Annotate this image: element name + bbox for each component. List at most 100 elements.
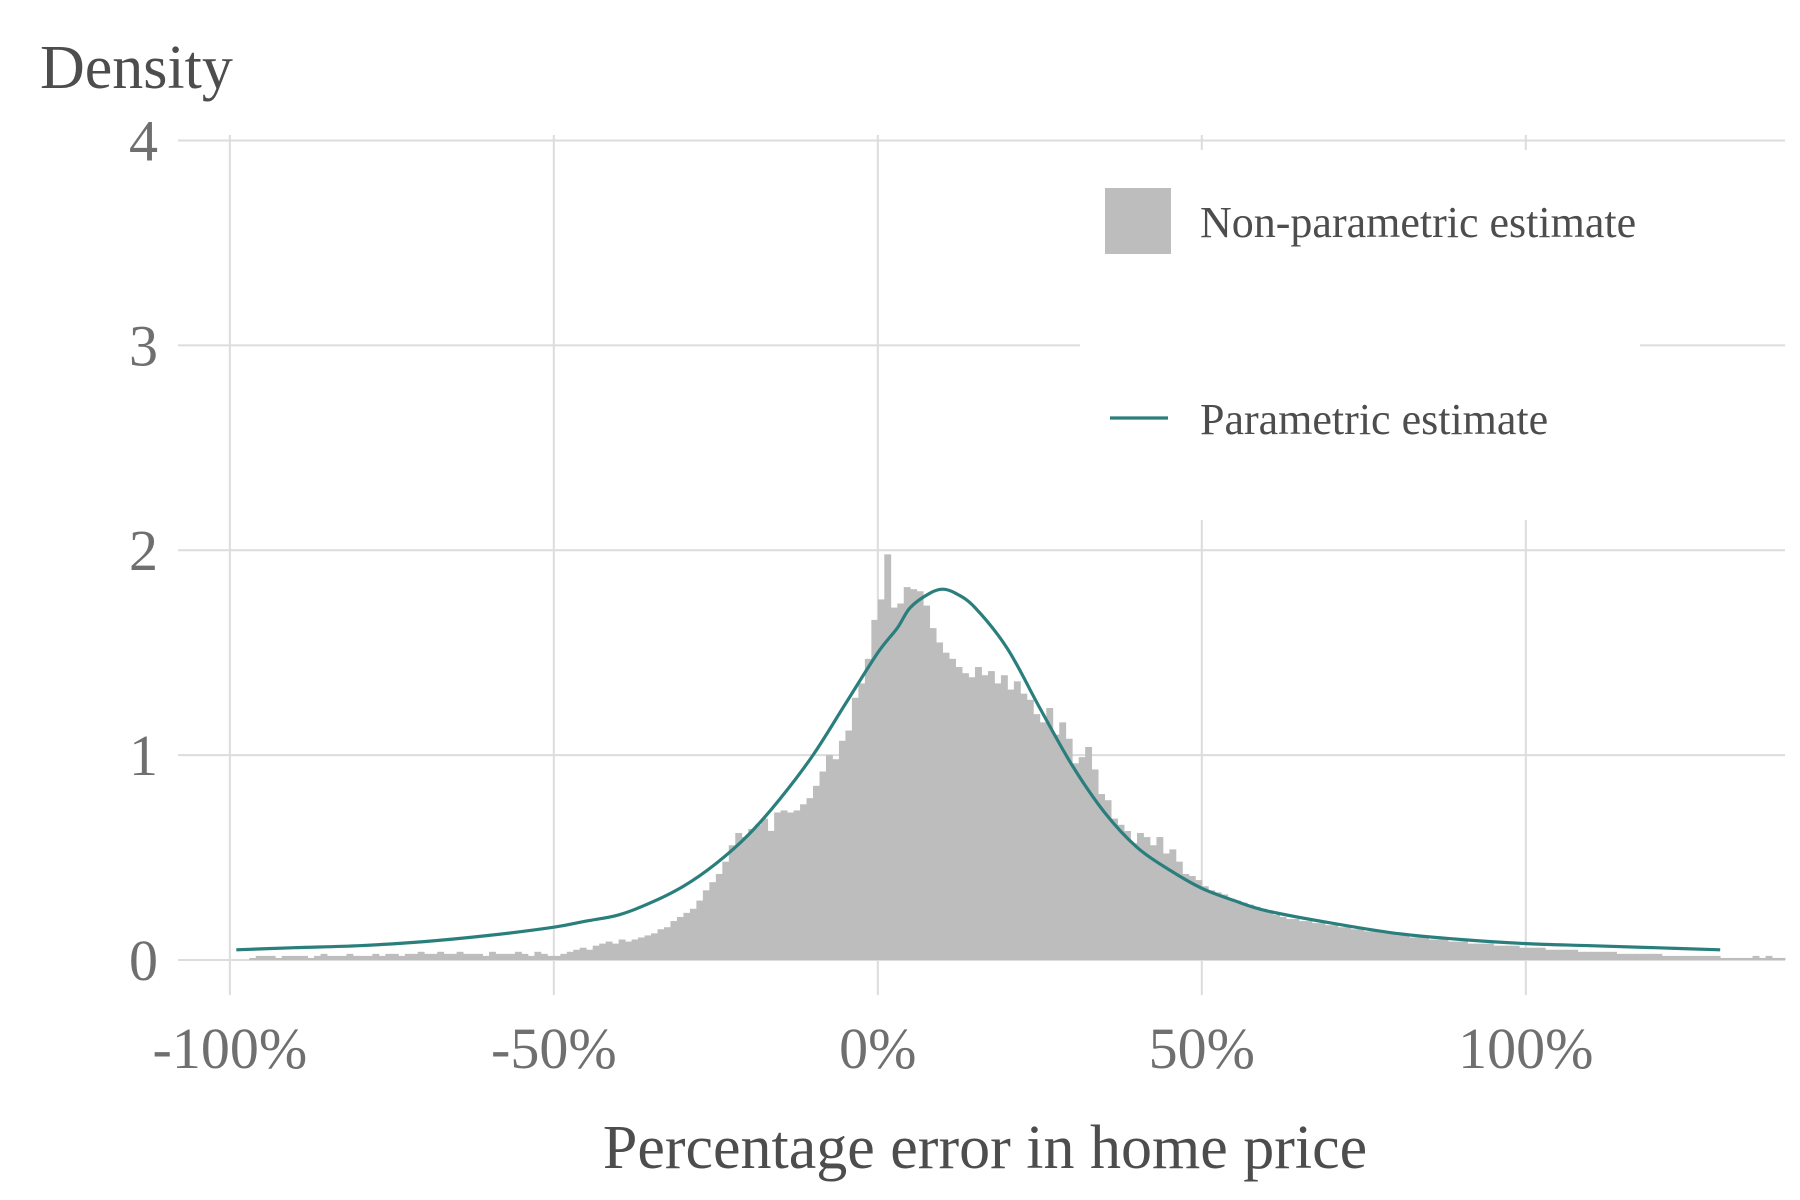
histogram-bar: [1026, 699, 1034, 960]
histogram-bar: [1091, 769, 1099, 960]
histogram-bar: [1383, 933, 1391, 960]
x-tick-label: 0%: [839, 1016, 916, 1081]
histogram-bar: [352, 955, 360, 960]
histogram-bar: [1681, 955, 1689, 960]
histogram-bar: [1279, 916, 1287, 960]
y-tick-label: 1: [129, 723, 158, 788]
histogram-bar: [1104, 800, 1112, 960]
histogram-bar: [735, 832, 743, 960]
histogram-bar: [994, 683, 1002, 960]
histogram-bar: [1746, 957, 1754, 960]
histogram-bar: [255, 955, 263, 960]
histogram-bar: [929, 628, 937, 960]
histogram-bar: [365, 955, 373, 960]
histogram-bar: [1616, 953, 1624, 960]
histogram-bar: [1448, 941, 1455, 960]
histogram-bar: [1337, 927, 1345, 960]
histogram-bar: [884, 554, 892, 960]
histogram-bar: [832, 759, 840, 960]
x-tick-label: -50%: [491, 1016, 617, 1081]
histogram-bar: [1292, 919, 1300, 960]
histogram-bar: [1098, 794, 1106, 960]
histogram-bar: [521, 953, 529, 960]
x-tick-label: 50%: [1149, 1016, 1255, 1081]
histogram-bar: [1765, 955, 1773, 960]
legend-label-nonparametric: Non-parametric estimate: [1200, 198, 1636, 247]
histogram-bar: [1033, 714, 1041, 960]
histogram-bar: [715, 873, 723, 960]
histogram-bar: [1577, 951, 1585, 960]
histogram-bar: [1065, 738, 1073, 960]
histogram-bar: [987, 671, 995, 960]
histogram-bars: [249, 554, 1786, 960]
histogram-bar: [1182, 873, 1190, 960]
histogram-bar: [1435, 939, 1442, 960]
histogram-bar: [741, 837, 749, 960]
histogram-bar: [1778, 957, 1786, 960]
histogram-bar: [702, 890, 710, 960]
histogram-bar: [1078, 757, 1086, 960]
histogram-bar: [1214, 892, 1222, 960]
histogram-bar: [1007, 689, 1015, 960]
histogram-bar: [1389, 933, 1397, 960]
histogram-bar: [1480, 943, 1488, 960]
histogram-bar: [981, 675, 989, 960]
histogram-bar: [307, 957, 315, 960]
histogram-bar: [1266, 910, 1274, 960]
histogram-bar: [275, 957, 283, 960]
histogram-bar: [404, 953, 412, 960]
histogram-bar: [722, 861, 730, 960]
histogram-bar: [430, 953, 438, 960]
histogram-bar: [1059, 722, 1067, 960]
histogram-bar: [1415, 937, 1423, 960]
histogram-bar: [787, 812, 794, 960]
histogram-bar: [1409, 937, 1417, 960]
histogram-bar: [1260, 908, 1268, 960]
histogram-bar: [871, 619, 879, 960]
histogram-bar: [1493, 945, 1501, 960]
histogram-bar: [1700, 955, 1708, 960]
histogram-bar: [1396, 935, 1404, 960]
histogram-bar: [476, 953, 483, 960]
histogram-bar: [1597, 951, 1604, 960]
histogram-bar: [1629, 953, 1637, 960]
histogram-bar: [514, 951, 522, 960]
y-tick-label: 0: [129, 928, 158, 993]
histogram-bar: [890, 607, 898, 960]
histogram-bar: [1739, 957, 1747, 960]
histogram-bar: [1188, 876, 1196, 960]
histogram-bar: [1668, 955, 1676, 960]
histogram-bar: [592, 945, 600, 960]
histogram-bar: [1273, 914, 1280, 960]
histogram-bar: [1000, 675, 1008, 960]
histogram-bar: [1733, 957, 1741, 960]
legend-swatch-nonparametric: [1105, 188, 1171, 254]
histogram-bar: [696, 900, 704, 960]
histogram-bar: [301, 955, 308, 960]
histogram-bar: [437, 951, 445, 960]
x-tick-labels: -100% -50% 0% 50% 100%: [153, 1016, 1594, 1081]
histogram-bar: [858, 683, 866, 960]
histogram-bar: [1376, 931, 1384, 960]
histogram-bar: [651, 933, 658, 960]
histogram-bar: [1221, 894, 1229, 960]
histogram-bar: [424, 953, 432, 960]
histogram-bar: [1350, 929, 1358, 960]
histogram-bar: [819, 771, 827, 960]
histogram-bar: [1713, 955, 1721, 960]
histogram-bar: [1564, 949, 1572, 960]
histogram-bar: [1124, 830, 1131, 960]
histogram-bar: [1240, 902, 1248, 960]
histogram-bar: [411, 953, 419, 960]
histogram-bar: [1162, 853, 1170, 960]
histogram-bar: [1286, 919, 1293, 960]
histogram-bar: [1545, 949, 1553, 960]
histogram-bar: [975, 667, 982, 960]
histogram-bar: [1772, 957, 1779, 960]
histogram-bar: [1311, 923, 1319, 960]
histogram-bar: [806, 798, 814, 960]
histogram-bar: [456, 951, 464, 960]
histogram-bar: [612, 943, 620, 960]
histogram-bar: [566, 951, 574, 960]
histogram-bar: [1661, 955, 1669, 960]
